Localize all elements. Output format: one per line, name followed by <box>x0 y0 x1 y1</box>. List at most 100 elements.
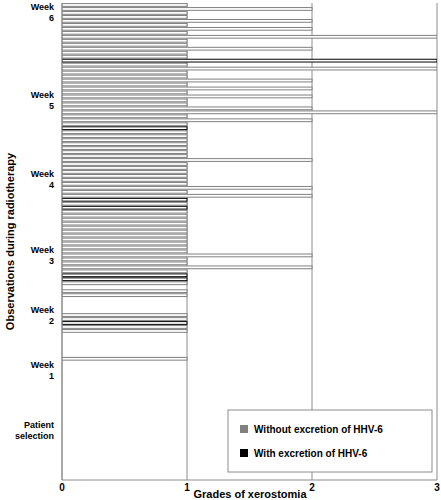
bar <box>62 155 187 158</box>
bar <box>62 171 187 174</box>
bar <box>62 27 312 30</box>
bar <box>62 143 187 146</box>
bar <box>62 47 312 50</box>
grid-line <box>437 3 438 480</box>
y-tick-label: Week3 <box>31 245 55 266</box>
bar <box>62 322 187 325</box>
bar <box>62 194 312 197</box>
bar <box>62 131 187 134</box>
bar <box>62 51 187 54</box>
bar <box>62 103 187 106</box>
bar <box>62 190 187 193</box>
bar <box>62 242 187 245</box>
bar <box>62 258 187 261</box>
chart: 0123PatientselectionWeek1Week2Week3Week4… <box>0 0 441 500</box>
x-axis <box>62 480 437 481</box>
label-line: 4 <box>49 180 54 190</box>
bar <box>62 175 187 178</box>
bar <box>62 278 187 281</box>
bar <box>62 59 437 62</box>
bar <box>62 262 187 265</box>
bar <box>62 290 187 293</box>
bars <box>62 4 437 361</box>
bar <box>62 202 187 205</box>
bar <box>62 43 187 46</box>
label-line: Week <box>31 90 55 100</box>
bar <box>62 182 187 185</box>
bar <box>62 35 437 38</box>
y-tick-label: Week5 <box>31 90 55 111</box>
bar <box>62 91 187 94</box>
legend-label: With excretion of HHV-6 <box>254 448 368 459</box>
bar <box>62 330 187 333</box>
bar <box>62 67 437 70</box>
bar <box>62 83 187 86</box>
x-tick-label: 2 <box>309 482 315 493</box>
bar <box>62 119 312 122</box>
bar <box>62 274 187 277</box>
bar <box>62 266 312 269</box>
y-tick-label: Week1 <box>31 360 55 381</box>
x-tick-label: 3 <box>434 482 440 493</box>
bar <box>62 222 187 225</box>
grid-line <box>312 3 313 480</box>
bar <box>62 318 187 321</box>
label-line: Week <box>31 305 55 315</box>
grid-line <box>187 3 188 480</box>
bar <box>62 326 187 329</box>
bar <box>62 23 187 26</box>
y-tick-label: Week2 <box>31 305 55 326</box>
bar <box>62 95 312 98</box>
bar <box>62 218 187 221</box>
bar <box>62 16 187 19</box>
bar <box>62 238 187 241</box>
y-axis-title: Observations during radiotherapy <box>4 152 16 330</box>
label-line: Week <box>31 169 55 179</box>
bar <box>62 159 312 162</box>
bar <box>62 226 187 229</box>
bar <box>62 55 187 58</box>
label-line: 6 <box>49 13 54 23</box>
bar <box>62 254 312 257</box>
bar <box>62 63 187 66</box>
bar <box>62 75 187 78</box>
bar <box>62 8 312 11</box>
bar <box>62 135 187 138</box>
legend: Without excretion of HHV-6With excretion… <box>228 410 432 472</box>
bar <box>62 115 187 118</box>
bar <box>62 167 187 170</box>
bar <box>62 210 187 213</box>
bar <box>62 198 187 201</box>
bar <box>62 147 187 150</box>
bar <box>62 12 187 15</box>
label-line: 5 <box>49 101 54 111</box>
bar <box>62 139 187 142</box>
bar <box>62 230 187 233</box>
y-axis <box>62 3 63 480</box>
x-tick-label: 1 <box>184 482 190 493</box>
legend-box <box>228 410 432 472</box>
label-line: 2 <box>49 316 54 326</box>
legend-swatch <box>240 449 248 457</box>
y-tick-label: Patientselection <box>15 420 54 441</box>
label-line: selection <box>15 431 54 441</box>
grid-line <box>62 3 63 480</box>
bar <box>62 357 187 360</box>
bar <box>62 214 187 217</box>
bar <box>62 39 187 42</box>
label-line: 3 <box>49 256 54 266</box>
bar <box>62 31 187 34</box>
bar <box>62 99 187 102</box>
bar <box>62 206 187 209</box>
bar <box>62 282 187 285</box>
bar <box>62 111 437 114</box>
bar <box>62 270 187 273</box>
bar <box>62 107 312 110</box>
bar <box>62 4 187 7</box>
bar <box>62 314 187 317</box>
label-line: Patient <box>24 420 54 430</box>
bar <box>62 20 312 23</box>
label-line: Week <box>31 360 55 370</box>
bar <box>62 234 187 237</box>
bar <box>62 186 312 189</box>
